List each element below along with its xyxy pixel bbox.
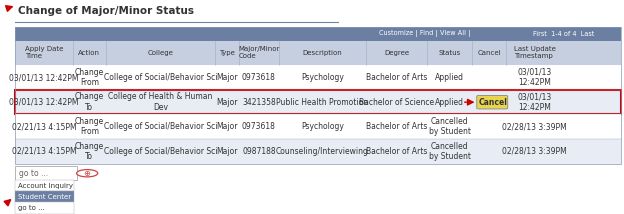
Text: Psychology: Psychology	[301, 122, 344, 131]
Text: 3421358: 3421358	[242, 98, 276, 107]
Text: 03/01/13 12:42PM: 03/01/13 12:42PM	[9, 73, 79, 82]
Text: 0973618: 0973618	[242, 122, 276, 131]
Text: go to ...: go to ...	[18, 205, 45, 211]
Bar	[15, 90, 621, 114]
Text: Change of Major/Minor Status: Change of Major/Minor Status	[17, 6, 193, 16]
Text: Action: Action	[79, 50, 100, 56]
Text: Apply Date
Time: Apply Date Time	[25, 46, 63, 59]
Bar	[15, 139, 621, 164]
Text: College: College	[147, 50, 173, 56]
Text: College of Social/Behavior Sci: College of Social/Behavior Sci	[104, 73, 217, 82]
Bar	[15, 27, 621, 41]
FancyBboxPatch shape	[477, 95, 508, 109]
Text: 03/01/13
12:42PM: 03/01/13 12:42PM	[517, 68, 552, 87]
Text: Public Health Promotion: Public Health Promotion	[276, 98, 369, 107]
Text: Cancel: Cancel	[477, 50, 501, 56]
Text: ⊕: ⊕	[84, 169, 90, 178]
Text: Change
To: Change To	[75, 142, 104, 161]
Text: Applied: Applied	[436, 73, 464, 82]
Text: Major: Major	[217, 73, 238, 82]
Bar	[15, 166, 77, 180]
Text: Change
From: Change From	[75, 68, 104, 87]
Text: Applied: Applied	[436, 98, 464, 107]
Text: Type: Type	[219, 50, 235, 56]
Text: Bachelor of Arts: Bachelor of Arts	[366, 147, 427, 156]
Bar	[15, 180, 74, 191]
Text: Bachelor of Science: Bachelor of Science	[359, 98, 434, 107]
Bar	[15, 114, 621, 139]
Bar	[15, 27, 621, 164]
Text: Major: Major	[217, 98, 238, 107]
Text: 02/21/13 4:15PM: 02/21/13 4:15PM	[12, 122, 76, 131]
Text: Degree: Degree	[384, 50, 409, 56]
Text: Bachelor of Arts: Bachelor of Arts	[366, 73, 427, 82]
Text: Counseling/Interviewing: Counseling/Interviewing	[276, 147, 369, 156]
Text: go to ...: go to ...	[19, 169, 48, 178]
Text: Major: Major	[217, 147, 238, 156]
Text: 02/28/13 3:39PM: 02/28/13 3:39PM	[502, 122, 567, 131]
Bar	[15, 191, 74, 202]
Text: Change
From: Change From	[75, 117, 104, 137]
Text: Customize | Find | View All |: Customize | Find | View All |	[379, 30, 470, 37]
Text: College of Social/Behavior Sci: College of Social/Behavior Sci	[104, 147, 217, 156]
Text: Major/Minor
Code: Major/Minor Code	[238, 46, 280, 59]
Text: First  1-4 of 4  Last: First 1-4 of 4 Last	[533, 31, 595, 37]
Text: Account Inquiry: Account Inquiry	[18, 183, 73, 189]
Text: Cancelled
by Student: Cancelled by Student	[429, 117, 470, 137]
Text: 03/01/13 12:42PM: 03/01/13 12:42PM	[9, 98, 79, 107]
Text: Bachelor of Arts: Bachelor of Arts	[366, 122, 427, 131]
Text: College of Social/Behavior Sci: College of Social/Behavior Sci	[104, 122, 217, 131]
Text: 0973618: 0973618	[242, 73, 276, 82]
Text: 02/21/13 4:15PM: 02/21/13 4:15PM	[12, 147, 76, 156]
Text: Status: Status	[439, 50, 461, 56]
Text: Cancelled
by Student: Cancelled by Student	[429, 142, 470, 161]
Text: Description: Description	[303, 50, 343, 56]
Bar	[15, 41, 621, 65]
Bar	[15, 65, 621, 90]
Text: 02/28/13 3:39PM: 02/28/13 3:39PM	[502, 147, 567, 156]
Text: Major: Major	[217, 122, 238, 131]
Text: Cancel: Cancel	[479, 98, 508, 107]
Text: College of Health & Human
Dev: College of Health & Human Dev	[109, 92, 213, 112]
Text: 0987188: 0987188	[242, 147, 276, 156]
Bar	[15, 90, 621, 114]
Circle shape	[77, 169, 98, 177]
Text: Psychology: Psychology	[301, 73, 344, 82]
Text: Change
To: Change To	[75, 92, 104, 112]
Bar	[15, 202, 74, 214]
Text: Student Center: Student Center	[18, 194, 71, 200]
Text: Last Update
Timestamp: Last Update Timestamp	[514, 46, 555, 59]
Text: 03/01/13
12:42PM: 03/01/13 12:42PM	[517, 92, 552, 112]
